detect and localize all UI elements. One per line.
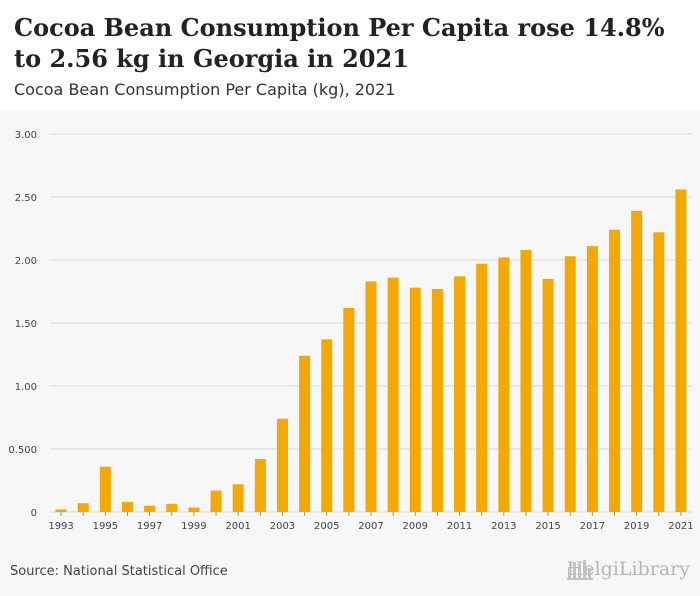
bar: [343, 307, 355, 512]
x-tick-label: 2011: [447, 521, 472, 532]
bar: [476, 263, 488, 512]
x-tick-label: 1997: [137, 521, 162, 532]
y-tick-label: 0.500: [8, 445, 37, 456]
chart-title: Cocoa Bean Consumption Per Capita rose 1…: [14, 13, 665, 73]
x-tick-label: 2017: [580, 521, 605, 532]
x-tick-label: 2009: [403, 521, 428, 532]
x-tick-label: 2001: [225, 521, 250, 532]
bar: [321, 339, 333, 512]
header: Cocoa Bean Consumption Per Capita rose 1…: [0, 0, 700, 110]
helgi-library-logo: HelgiLibrary: [566, 558, 690, 580]
y-tick-label: 0: [31, 508, 37, 519]
bar: [121, 501, 133, 512]
bar: [188, 507, 200, 512]
bar: [564, 256, 576, 512]
y-tick-label: 1.00: [15, 382, 37, 393]
bar: [299, 355, 311, 512]
bar: [542, 278, 554, 512]
bar: [276, 418, 288, 512]
x-tick-label: 2005: [314, 521, 339, 532]
chart-subtitle: Cocoa Bean Consumption Per Capita (kg), …: [14, 80, 396, 99]
y-tick-label: 2.50: [15, 193, 37, 204]
bar-chart: 0 0.500 1.00 1.50 2.00 2.50 3.00 1993 1995 1997 19…: [8, 130, 693, 532]
bar: [77, 503, 89, 512]
x-tick-label: 2019: [624, 521, 649, 532]
bar: [609, 229, 621, 512]
x-tick-label: 1993: [48, 521, 73, 532]
bar: [254, 459, 266, 512]
x-tick-label: 2013: [491, 521, 516, 532]
x-tick-label: 1999: [181, 521, 206, 532]
bar: [631, 210, 643, 513]
bar: [365, 281, 377, 512]
bar: [431, 288, 443, 512]
bar: [498, 257, 510, 512]
bar: [520, 249, 532, 513]
x-tick-label: 2003: [270, 521, 295, 532]
x-tick-label: 1995: [93, 521, 118, 532]
chart-area: 0 0.500 1.00 1.50 2.00 2.50 3.00 1993 1995 1997 19…: [0, 110, 700, 550]
logo-text: HelgiLibrary: [566, 558, 690, 580]
y-tick-label: 3.00: [15, 130, 37, 141]
footer: Source: National Statistical Office Helg…: [0, 550, 700, 596]
bar: [454, 276, 466, 512]
bar: [675, 189, 687, 512]
y-tick-label: 1.50: [15, 319, 37, 330]
x-tick-label: 2021: [668, 521, 693, 532]
bar: [653, 232, 665, 512]
bar: [586, 246, 598, 512]
bar: [232, 484, 244, 512]
bar: [210, 490, 222, 512]
bar: [144, 505, 156, 512]
bar: [55, 509, 67, 512]
helgi-library-logo-icon: [566, 560, 593, 580]
bar: [409, 287, 421, 512]
y-tick-label: 2.00: [15, 256, 37, 267]
bar: [166, 503, 178, 512]
bar: [387, 277, 399, 512]
x-tick-label: 2015: [535, 521, 560, 532]
bar: [99, 466, 111, 512]
source-note: Source: National Statistical Office: [10, 564, 228, 579]
x-tick-label: 2007: [358, 521, 383, 532]
